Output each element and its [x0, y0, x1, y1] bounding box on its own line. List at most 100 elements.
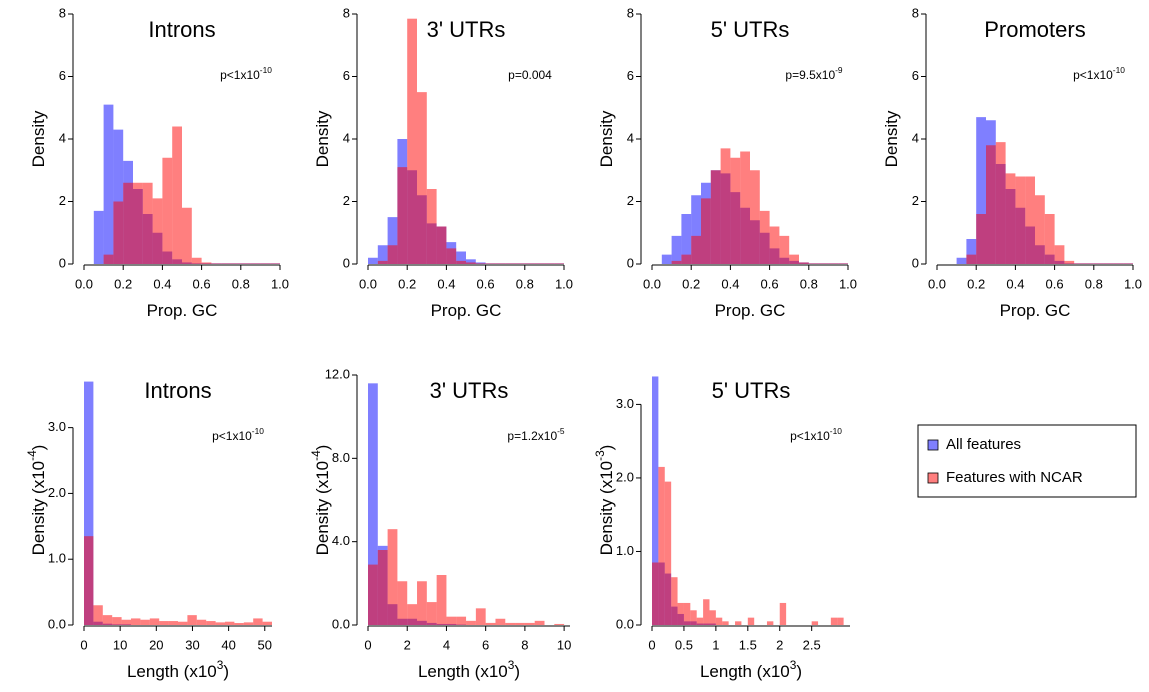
annotation: p<1x10-10: [212, 426, 264, 443]
x-axis-label-part: 3: [217, 658, 224, 672]
histogram-bar: [671, 577, 678, 625]
x-axis-label: Prop. GC: [1000, 301, 1071, 320]
histogram-bar: [1074, 263, 1084, 264]
histogram-bar: [368, 383, 378, 625]
histogram-bar: [191, 257, 202, 264]
x-tick-label: 0: [648, 637, 655, 652]
x-tick-label: 0.0: [928, 276, 946, 291]
histogram-bar: [747, 617, 755, 625]
annotation: p<1x10-10: [1073, 65, 1125, 82]
histogram-bar: [1093, 263, 1104, 264]
chart-title: Introns: [144, 378, 211, 403]
y-axis-label: Density: [882, 110, 901, 167]
y-tick-label: 6: [343, 68, 350, 83]
histogram-bar: [534, 620, 545, 625]
y-axis-label-part: Density: [882, 110, 901, 167]
histogram-bar: [515, 263, 525, 264]
x-tick-label: 0.8: [232, 276, 250, 291]
histogram-bar: [446, 616, 457, 625]
histogram-bar: [811, 621, 819, 625]
histogram-bar: [1084, 263, 1094, 264]
x-tick-label: 0.4: [437, 276, 455, 291]
histogram-bar: [485, 263, 496, 264]
histogram-bar: [377, 260, 388, 264]
histogram-bar: [196, 619, 207, 625]
histogram-bar: [234, 623, 244, 625]
x-axis-label-part: Prop. GC: [147, 301, 218, 320]
histogram-bar: [426, 602, 437, 625]
x-axis-label: Length (x103): [418, 658, 520, 681]
x-tick-label: 0.5: [675, 637, 693, 652]
histogram-bar: [123, 182, 133, 264]
y-tick-label: 3.0: [48, 419, 66, 434]
x-axis-label-part: 3: [508, 658, 515, 672]
x-axis-label-part: Length (x10: [127, 662, 217, 681]
x-tick-label: 1.0: [1124, 276, 1142, 291]
histogram-bar: [436, 575, 447, 625]
histogram-bar: [779, 235, 790, 264]
histogram-bar: [652, 376, 659, 625]
y-axis-label: Density (x10-4): [309, 445, 332, 556]
y-tick-label: 6: [627, 68, 634, 83]
x-tick-label: 0.0: [359, 276, 377, 291]
y-axis-label-part: Density: [29, 110, 48, 167]
chart-title: 3' UTRs: [430, 378, 509, 403]
x-tick-label: 0: [364, 637, 371, 652]
histogram-bar: [759, 210, 770, 264]
x-tick-label: 0.2: [682, 276, 700, 291]
y-axis-label-part: -3: [593, 450, 607, 461]
histogram-bar: [956, 257, 967, 264]
x-tick-label: 0.8: [516, 276, 534, 291]
histogram-bar: [722, 621, 729, 625]
x-tick-label: 40: [221, 637, 235, 652]
histogram-bar: [466, 259, 476, 264]
histogram-bar: [368, 564, 378, 625]
histogram-bar: [240, 263, 251, 264]
y-tick-label: 6: [59, 68, 66, 83]
y-tick-label: 0.0: [48, 616, 66, 631]
histogram-bar: [140, 619, 150, 625]
histogram-bar: [407, 18, 417, 264]
x-axis-label-part: Prop. GC: [431, 301, 502, 320]
x-tick-label: 0.6: [193, 276, 211, 291]
annotation-part: -5: [557, 426, 565, 436]
histogram-bar: [225, 621, 235, 625]
y-tick-label: 0: [343, 255, 350, 270]
x-tick-label: 20: [149, 637, 163, 652]
histogram-bar: [182, 207, 192, 264]
y-tick-label: 12.0: [325, 366, 350, 381]
x-tick-label: 1.0: [555, 276, 573, 291]
legend-swatch: [927, 439, 939, 451]
histogram-bar: [515, 622, 525, 625]
legend-label: Features with NCAR: [946, 469, 1083, 486]
x-tick-label: 1.0: [839, 276, 857, 291]
histogram-bar: [554, 623, 565, 625]
y-axis-label: Density: [313, 110, 332, 167]
y-tick-label: 4: [343, 130, 350, 145]
annotation-part: p=0.004: [508, 68, 552, 82]
histogram-bar: [681, 254, 692, 264]
y-axis-label: Density: [29, 110, 48, 167]
x-axis-label: Prop. GC: [147, 301, 218, 320]
histogram-bar: [830, 617, 838, 625]
histogram-bar: [799, 262, 809, 264]
x-tick-label: 0.4: [721, 276, 739, 291]
histogram-bar: [84, 536, 94, 625]
x-tick-label: 0.2: [398, 276, 416, 291]
y-tick-label: 8: [59, 5, 66, 20]
x-tick-label: 1: [712, 637, 719, 652]
annotation-part: p=9.5x10: [785, 68, 835, 82]
histogram-bar: [828, 263, 839, 264]
histogram-bar: [750, 170, 760, 264]
x-tick-label: 0.4: [1006, 276, 1024, 291]
x-axis-label-part: ): [796, 662, 802, 681]
annotation-part: p<1x10: [220, 68, 260, 82]
legend-box: [917, 424, 1137, 498]
x-tick-label: 1.0: [271, 276, 289, 291]
histogram-bar: [664, 481, 672, 625]
histogram-bar: [260, 263, 271, 264]
annotation-part: p=1.2x10: [507, 429, 557, 443]
histogram-bar: [152, 198, 163, 264]
histogram-bar: [466, 620, 476, 625]
